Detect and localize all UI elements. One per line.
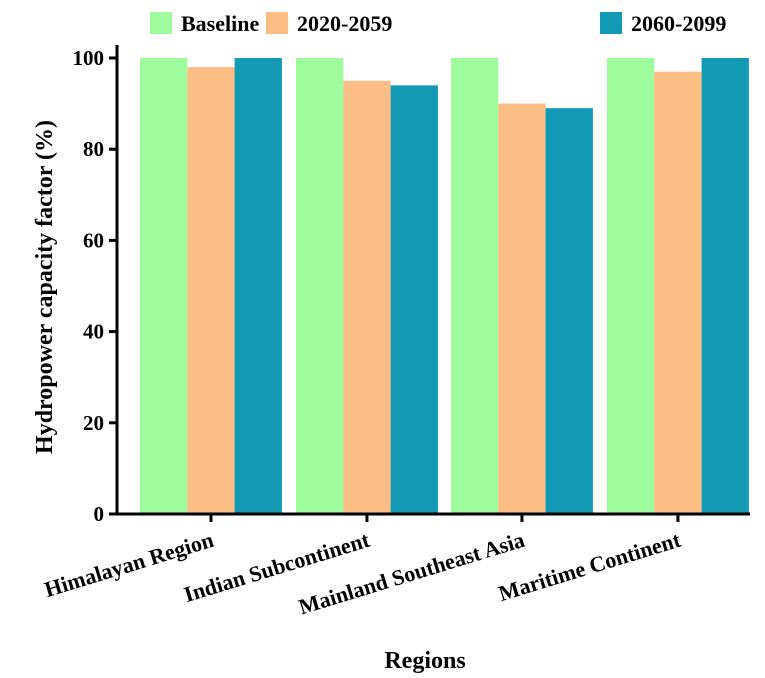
bar-2020-2059-indian-subcontinent: [343, 80, 391, 515]
y-tick-label-60: 60: [83, 228, 104, 252]
legend-label-2020-2059: 2020-2059: [297, 11, 392, 36]
bar-2020-2059-maritime-continent: [654, 71, 702, 515]
y-tick-label-100: 100: [73, 46, 105, 70]
y-tick-label-0: 0: [94, 502, 105, 526]
bar-2020-2059-himalayan-region: [187, 67, 235, 515]
bar-2060-2099-mainland-southeast-asia: [545, 108, 593, 514]
y-tick-label-40: 40: [83, 320, 104, 344]
bar-baseline-indian-subcontinent: [296, 58, 344, 514]
x-axis-title: Regions: [384, 648, 465, 674]
legend-label-2060-2099: 2060-2099: [631, 11, 726, 36]
bar-baseline-maritime-continent: [607, 58, 655, 514]
bar-2020-2059-mainland-southeast-asia: [498, 103, 546, 514]
bars: [140, 58, 749, 515]
x-tick-label-maritime-continent: Maritime Continent: [496, 527, 684, 606]
bar-baseline-mainland-southeast-asia: [451, 58, 499, 514]
bar-2060-2099-indian-subcontinent: [390, 85, 438, 515]
y-tick-label-20: 20: [83, 411, 104, 435]
y-axis-title: Hydropower capacity factor (%): [32, 120, 58, 454]
legend-swatch-baseline: [150, 12, 172, 34]
legend-swatch-2020-2059: [266, 12, 288, 34]
bar-baseline-himalayan-region: [140, 58, 188, 514]
legend-swatch-2060-2099: [600, 12, 622, 34]
legend-label-baseline: Baseline: [181, 11, 259, 36]
bar-2060-2099-maritime-continent: [701, 58, 749, 514]
y-tick-label-80: 80: [83, 137, 104, 161]
bar-2060-2099-himalayan-region: [234, 58, 282, 514]
legend: Baseline 2020-2059 2060-2099: [150, 11, 726, 36]
